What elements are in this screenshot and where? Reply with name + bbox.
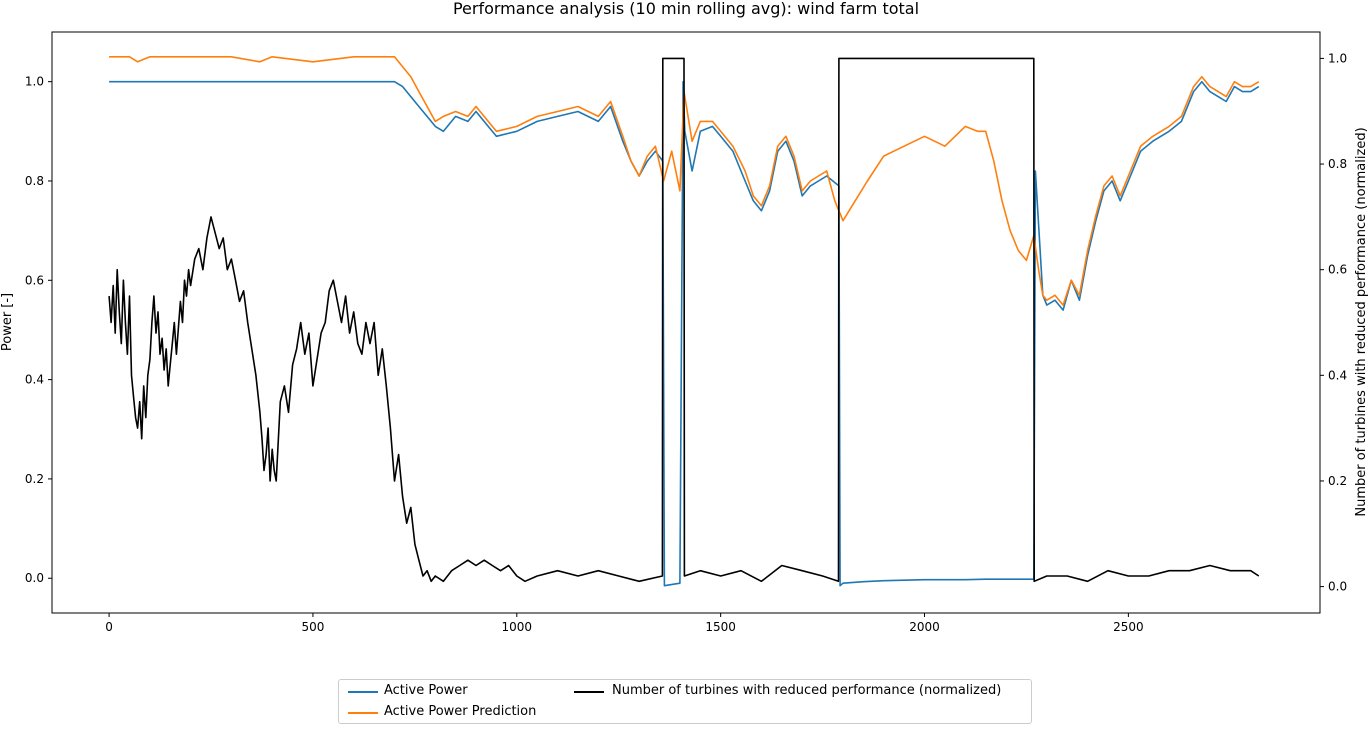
legend: Active Power Active Power Prediction Num…	[338, 679, 1032, 724]
legend-swatch-active-power	[348, 691, 378, 693]
x-tick-label: 2000	[909, 620, 940, 634]
y-tick-label: 0.6	[25, 273, 44, 287]
y-tick-label: 1.0	[25, 75, 44, 89]
plot-area	[51, 31, 1321, 614]
x-tick-label: 1000	[502, 620, 533, 634]
chart-title: Performance analysis (10 min rolling avg…	[453, 0, 919, 18]
y2-tick-label: 0.4	[1328, 368, 1347, 382]
y2-tick-label: 1.0	[1328, 51, 1347, 65]
y2-tick-label: 0.0	[1328, 580, 1347, 594]
y2-axis-label: Number of turbines with reduced performa…	[1354, 127, 1369, 516]
y-tick-label: 0.8	[25, 174, 44, 188]
x-tick-label: 0	[105, 620, 113, 634]
y2-tick-label: 0.2	[1328, 474, 1347, 488]
legend-label-active-power-prediction: Active Power Prediction	[384, 704, 537, 719]
y2-tick-label: 0.8	[1328, 157, 1347, 171]
x-axis: 0 500 1000 1500 2000 2500	[105, 613, 1144, 634]
series-layer	[108, 56, 1260, 587]
legend-label-active-power: Active Power	[384, 683, 468, 698]
y-tick-label: 0.0	[25, 571, 44, 585]
y2-tick-label: 0.6	[1328, 263, 1347, 277]
legend-swatch-active-power-prediction	[348, 712, 378, 714]
x-tick-label: 2500	[1113, 620, 1144, 634]
active-power-prediction-line	[109, 56, 1260, 306]
x-tick-label: 500	[301, 620, 324, 634]
y-axis-left: 0.0 0.2 0.4 0.6 0.8 1.0	[25, 75, 52, 585]
y-axis-label: Power [-]	[0, 293, 15, 351]
reduced-performance-line	[108, 57, 1260, 583]
y-axis-right: 0.0 0.2 0.4 0.6 0.8 1.0	[1320, 51, 1347, 594]
active-power-line	[109, 80, 1260, 587]
x-tick-label: 1500	[705, 620, 736, 634]
y-tick-label: 0.4	[25, 373, 44, 387]
y-tick-label: 0.2	[25, 472, 44, 486]
legend-label-reduced-performance: Number of turbines with reduced performa…	[612, 683, 1002, 698]
legend-swatch-reduced-performance	[574, 691, 604, 693]
